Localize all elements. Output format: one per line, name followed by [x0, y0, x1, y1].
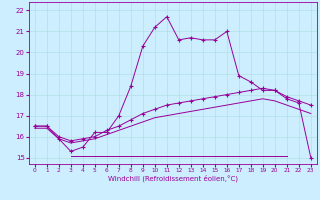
X-axis label: Windchill (Refroidissement éolien,°C): Windchill (Refroidissement éolien,°C): [108, 175, 238, 182]
